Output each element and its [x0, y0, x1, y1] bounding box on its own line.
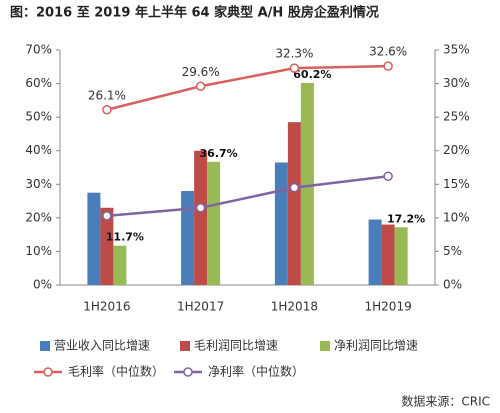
- bar: [100, 207, 114, 285]
- bar: [113, 245, 127, 285]
- data-label: 17.2%: [387, 212, 425, 225]
- data-label: 26.1%: [88, 88, 126, 102]
- legend-marker: [183, 367, 193, 377]
- y2-tick-label: 25%: [443, 110, 470, 124]
- line: [106, 174, 389, 218]
- legend-marker: [43, 367, 53, 377]
- legend-label: 毛利率（中位数）: [68, 364, 164, 379]
- data-label: 11.7%: [106, 231, 144, 244]
- x-tick-label: 1H2018: [271, 300, 318, 314]
- y2-tick-label: 30%: [443, 76, 470, 90]
- data-label: 60.2%: [293, 68, 331, 81]
- marker: [102, 211, 112, 221]
- bar: [300, 82, 314, 286]
- data-label: 32.3%: [275, 47, 313, 61]
- data-label: 29.6%: [182, 65, 220, 79]
- y-tick-label: 50%: [25, 110, 52, 124]
- marker: [195, 81, 206, 92]
- legend-label: 营业收入同比增速: [54, 339, 150, 353]
- bar: [194, 150, 208, 285]
- y2-tick-label: 5%: [443, 244, 462, 258]
- y-tick-label: 70%: [25, 43, 52, 57]
- marker: [195, 203, 206, 213]
- line: [106, 64, 389, 111]
- bar: [368, 219, 382, 285]
- legend-swatch: [320, 341, 330, 351]
- y2-tick-label: 35%: [443, 43, 470, 57]
- legend-label: 净利率（中位数）: [208, 364, 304, 379]
- x-tick-label: 1H2019: [365, 300, 412, 314]
- marker: [102, 105, 112, 115]
- source: 数据来源：CRIC: [401, 394, 490, 409]
- marker: [289, 63, 300, 73]
- y-tick-label: 30%: [25, 177, 52, 191]
- bar: [87, 192, 101, 285]
- y2-tick-label: 15%: [443, 177, 470, 191]
- bar: [394, 227, 408, 285]
- y2-tick-label: 20%: [443, 143, 470, 157]
- chart-title: 图：2016 至 2019 年上半年 64 家典型 A/H 股房企盈利情况: [10, 5, 379, 21]
- y-tick-label: 20%: [25, 210, 52, 224]
- bar: [274, 162, 288, 285]
- marker: [383, 61, 393, 71]
- legend-label: 净利润同比增速: [334, 339, 418, 353]
- bar: [381, 224, 395, 285]
- y-tick-label: 0%: [33, 278, 52, 292]
- y-tick-label: 10%: [25, 244, 52, 258]
- data-label: 36.7%: [200, 147, 238, 160]
- legend-label: 毛利润同比增速: [194, 339, 278, 353]
- bar: [207, 161, 221, 285]
- legend-swatch: [40, 341, 50, 351]
- marker: [383, 171, 393, 181]
- bar: [181, 191, 195, 285]
- x-tick-label: 1H2017: [177, 300, 224, 314]
- data-label: 32.6%: [369, 45, 407, 59]
- marker: [289, 182, 300, 193]
- y2-tick-label: 0%: [443, 278, 462, 292]
- legend-swatch: [180, 341, 190, 351]
- y2-tick-label: 10%: [443, 210, 470, 224]
- y-tick-label: 40%: [25, 143, 52, 157]
- x-tick-label: 1H2016: [83, 300, 130, 314]
- bar: [287, 122, 301, 285]
- y-tick-label: 60%: [25, 76, 52, 90]
